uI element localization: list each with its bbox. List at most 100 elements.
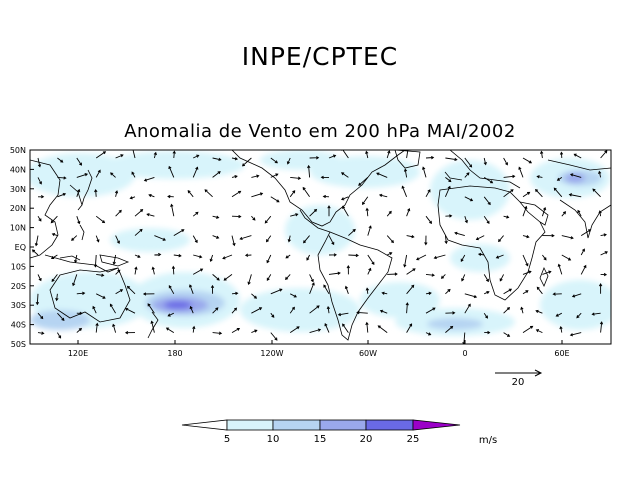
- lon-label-120e: 120E: [68, 349, 88, 358]
- wind-vector-arrow: [569, 173, 582, 178]
- wind-vector-arrow: [57, 157, 64, 163]
- wind-vector-arrow: [503, 288, 513, 295]
- wind-vector-arrow: [306, 254, 310, 261]
- wind-vector-arrow: [464, 216, 468, 224]
- wind-vector-arrow: [222, 254, 233, 260]
- wind-vector-arrow: [580, 229, 592, 236]
- wind-vector-arrow: [377, 325, 388, 333]
- wind-vector-arrow: [76, 216, 81, 225]
- wind-vector-arrow: [251, 307, 263, 314]
- colorbar-segment-15-20: [319, 419, 367, 431]
- wind-vector-arrow: [367, 225, 372, 236]
- wind-vector-arrow: [464, 303, 471, 314]
- wind-vector-arrow: [577, 209, 582, 217]
- wind-vector-arrow: [358, 177, 369, 186]
- wind-vector-arrow: [483, 177, 494, 184]
- lat-label-20s: 20S: [11, 282, 26, 291]
- wind-vector-arrow: [231, 214, 242, 219]
- lon-label-60e: 60E: [554, 349, 569, 358]
- wind-vector-arrow: [212, 274, 220, 281]
- lat-label-10n: 10N: [10, 224, 26, 233]
- wind-vector-arrow: [167, 312, 174, 317]
- wind-vector-arrow: [559, 325, 563, 333]
- wind-vector-arrow: [386, 235, 394, 244]
- colorbar-unit: m/s: [479, 435, 497, 446]
- colorbar-tick-15: 15: [314, 434, 327, 445]
- anomaly-shading: [30, 150, 611, 336]
- wind-vector-arrow: [425, 332, 432, 336]
- wind-vector-arrow: [454, 231, 465, 237]
- wind-vector-arrow: [192, 325, 196, 333]
- wind-vector-arrow: [251, 174, 260, 178]
- wind-vector-arrow: [328, 271, 341, 275]
- wind-vector-arrow: [50, 215, 58, 224]
- wind-vector-arrow: [444, 235, 448, 245]
- wind-vector-arrow: [340, 196, 349, 201]
- wind-vector-arrow: [401, 185, 408, 197]
- lat-label-50n: 50N: [10, 146, 26, 155]
- wind-vector-arrow: [309, 305, 320, 314]
- wind-vector-arrow: [320, 175, 330, 179]
- wind-vector-arrow: [406, 268, 416, 275]
- wind-vector-arrow: [340, 172, 349, 178]
- wind-vector-arrow: [522, 325, 534, 333]
- wind-vector-arrow: [212, 215, 220, 219]
- wind-vector-arrow: [309, 282, 315, 294]
- wind-vector-arrow: [95, 151, 107, 159]
- wind-vector-arrow: [503, 332, 511, 337]
- wind-vector-arrow: [129, 196, 136, 200]
- wind-vector-arrow: [416, 254, 427, 261]
- wind-vector-arrow: [309, 156, 320, 160]
- wind-vector-arrow: [251, 215, 256, 221]
- wind-vector-arrow: [422, 166, 427, 178]
- wind-vector-arrow: [536, 175, 543, 179]
- wind-vector-arrow: [55, 293, 59, 302]
- wind-vector-arrow: [124, 307, 136, 314]
- wind-vector-arrow: [34, 235, 39, 247]
- wind-vector-arrow: [92, 305, 97, 314]
- wind-vector-arrow: [290, 176, 302, 180]
- wind-vector-arrow: [115, 289, 124, 295]
- wind-vector-arrow: [115, 235, 120, 244]
- wind-vector-arrow: [386, 150, 391, 159]
- wind-vector-arrow: [76, 327, 83, 333]
- wind-vector-arrow: [270, 312, 275, 318]
- wind-vector-arrow: [425, 155, 435, 160]
- wind-vector-arrow: [522, 234, 530, 239]
- lat-label-40n: 40N: [10, 165, 26, 174]
- wind-vectors: [31, 150, 608, 344]
- wind-vector-arrow: [346, 265, 350, 275]
- wind-vector-arrow: [365, 321, 369, 333]
- wind-vector-arrow: [72, 274, 78, 287]
- wind-vector-arrow: [464, 196, 474, 202]
- wind-vector-arrow: [251, 329, 258, 334]
- colorbar-tick-25: 25: [407, 434, 420, 445]
- wind-vector-arrow: [289, 306, 295, 314]
- wind-vector-arrow: [460, 254, 466, 262]
- lon-label-180: 180: [167, 349, 182, 358]
- wind-vector-arrow: [210, 284, 215, 294]
- wind-vector-arrow: [367, 254, 375, 266]
- wind-vector-arrow: [270, 157, 278, 164]
- wind-vector-arrow: [328, 235, 335, 246]
- wind-vector-arrow: [522, 270, 532, 275]
- wind-vector-arrow: [37, 312, 44, 320]
- colorbar-segment-5-10: [226, 419, 274, 431]
- lat-label-30n: 30N: [10, 185, 26, 194]
- wind-vector-arrow: [57, 312, 65, 321]
- wind-vector-arrow: [522, 254, 529, 267]
- wind-vector-arrow: [406, 323, 413, 333]
- reference-arrowhead: [534, 369, 543, 377]
- colorbar-segment-below-5: [181, 419, 228, 431]
- wind-vector-arrow: [153, 151, 157, 159]
- wind-vector-arrow: [37, 157, 42, 168]
- wind-vector-arrow: [425, 291, 432, 295]
- wind-vector-arrow: [535, 188, 543, 198]
- wind-vector-arrow: [348, 228, 356, 236]
- wind-vector-arrow: [285, 274, 291, 281]
- wind-vector-arrow: [499, 274, 504, 282]
- lat-label-20n: 20N: [10, 204, 26, 213]
- wind-vector-arrow: [322, 194, 330, 199]
- wind-vector-arrow: [542, 270, 552, 275]
- lat-label-eq: EQ: [15, 243, 26, 252]
